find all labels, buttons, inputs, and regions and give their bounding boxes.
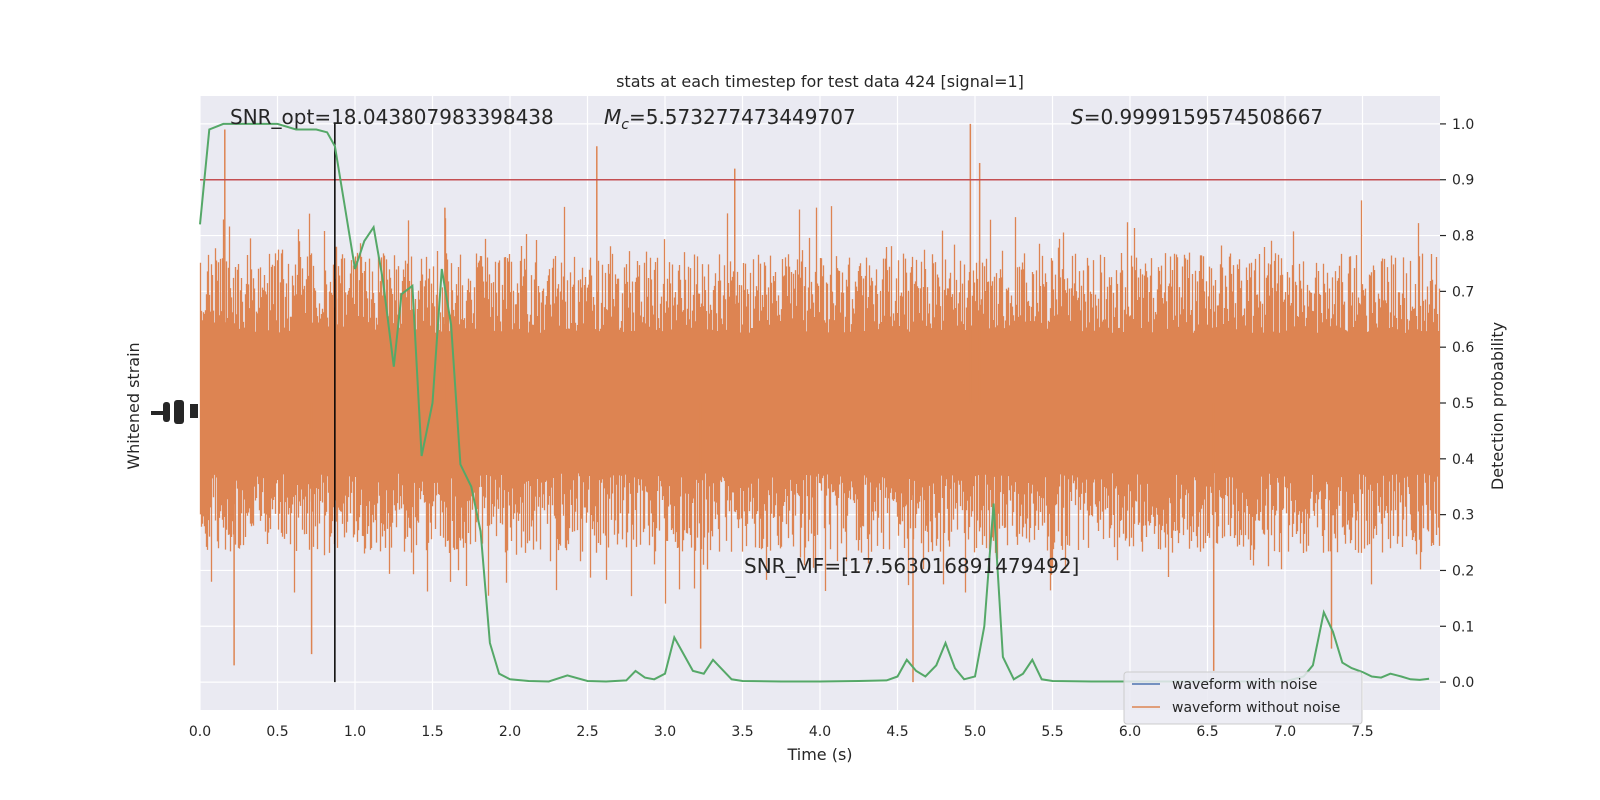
x-tick-label: 7.0 <box>1274 724 1296 740</box>
x-tick-label: 7.5 <box>1351 724 1373 740</box>
x-tick-label: 2.5 <box>576 724 598 740</box>
whitened-strain-series <box>199 123 1441 683</box>
x-tick-label: 1.5 <box>421 724 443 740</box>
legend-label-with-noise: waveform with noise <box>1172 677 1317 693</box>
x-tick-label: 4.0 <box>809 724 831 740</box>
legend: waveform with noise waveform without noi… <box>1123 671 1363 725</box>
snr-mf-annotation: SNR_MF=[17.563016891479492] <box>744 554 1079 578</box>
legend-box <box>1123 671 1363 725</box>
x-tick-label: 4.5 <box>886 724 908 740</box>
y-axis-right-label: Detection probability <box>1488 322 1507 490</box>
snr-opt-annotation: SNR_opt=18.043807983398438 <box>230 105 554 129</box>
chirp-mass-annotation: Mc=5.573277473449707 <box>604 105 856 133</box>
x-tick-label: 5.5 <box>1041 724 1063 740</box>
x-tick-label: 6.0 <box>1119 724 1141 740</box>
y-tick-label: 0.0 <box>1452 675 1474 691</box>
x-tick-label: 3.5 <box>731 724 753 740</box>
chirp-mass-symbol: M <box>604 105 621 129</box>
x-axis-ticks: 0.0 0.5 1.0 1.5 2.0 2.5 3.0 3.5 4.0 4.5 5.0 5.5 6.0 6… <box>189 724 1374 740</box>
y-tick-label: 0.3 <box>1452 508 1474 524</box>
s-symbol: S <box>1071 105 1084 129</box>
chirp-mass-subscript: c <box>621 117 629 133</box>
x-tick-label: 3.0 <box>654 724 676 740</box>
x-tick-label: 2.0 <box>499 724 521 740</box>
y-tick-label: 1.0 <box>1452 117 1474 133</box>
y-tick-label: 0.2 <box>1452 563 1474 579</box>
y-axis-left-label: Whitened strain <box>124 342 143 469</box>
x-tick-label: 6.5 <box>1196 724 1218 740</box>
legend-label-without-noise: waveform without noise <box>1172 700 1340 716</box>
y-tick-label: 0.4 <box>1452 452 1474 468</box>
s-value: =0.9999159574508667 <box>1084 105 1323 129</box>
y-tick-label: 0.9 <box>1452 173 1474 189</box>
x-tick-label: 5.0 <box>964 724 986 740</box>
y-tick-label: 0.5 <box>1452 396 1474 412</box>
y-tick-label: 0.8 <box>1452 229 1474 245</box>
y-tick-label: 0.7 <box>1452 284 1474 300</box>
y-tick-label: 0.6 <box>1452 340 1474 356</box>
s-annotation: S=0.9999159574508667 <box>1071 105 1323 129</box>
x-tick-label: 0.5 <box>266 724 288 740</box>
y-tick-label: 0.1 <box>1452 619 1474 635</box>
left-axis-tick-cluster <box>151 400 198 424</box>
chart-title: stats at each timestep for test data 424… <box>616 72 1024 91</box>
x-tick-label: 1.0 <box>344 724 366 740</box>
chirp-mass-value: =5.573277473449707 <box>629 105 856 129</box>
x-tick-label: 0.0 <box>189 724 211 740</box>
x-axis-label: Time (s) <box>786 745 852 764</box>
y-axis-right-ticks: 0.0 0.1 0.2 0.3 0.4 0.5 0.6 0.7 0.8 0.9 1.0 <box>1440 117 1474 691</box>
